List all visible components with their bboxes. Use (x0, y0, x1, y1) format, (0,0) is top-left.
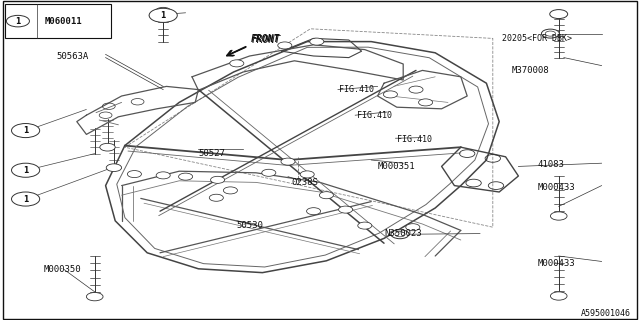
Circle shape (310, 38, 324, 45)
Circle shape (550, 292, 567, 300)
Circle shape (419, 99, 433, 106)
Circle shape (300, 171, 314, 178)
Circle shape (262, 169, 276, 176)
Circle shape (211, 176, 225, 183)
Circle shape (12, 124, 40, 138)
Text: FIG.410: FIG.410 (357, 111, 392, 120)
Circle shape (230, 60, 244, 67)
Text: N350023: N350023 (384, 229, 422, 238)
Text: FIG.410: FIG.410 (397, 135, 432, 144)
Circle shape (281, 158, 295, 165)
Circle shape (383, 91, 397, 98)
Text: FRONT: FRONT (251, 34, 280, 44)
Text: 50530: 50530 (237, 221, 264, 230)
Circle shape (12, 163, 40, 177)
Text: 1: 1 (15, 17, 20, 26)
Circle shape (390, 230, 404, 237)
Circle shape (156, 172, 170, 179)
Text: M000350: M000350 (44, 265, 81, 274)
Text: A595001046: A595001046 (580, 309, 630, 318)
Circle shape (100, 143, 115, 151)
Circle shape (409, 86, 423, 93)
Circle shape (223, 187, 237, 194)
Circle shape (319, 192, 333, 199)
Circle shape (550, 212, 567, 220)
Text: 1: 1 (23, 166, 28, 175)
Circle shape (541, 29, 559, 38)
Text: 50563A: 50563A (56, 52, 88, 60)
Circle shape (278, 42, 292, 49)
Text: 41083: 41083 (538, 160, 564, 169)
Circle shape (307, 208, 321, 215)
Text: FIG.410: FIG.410 (339, 85, 374, 94)
Circle shape (209, 194, 223, 201)
Text: 1: 1 (23, 195, 28, 204)
Circle shape (550, 10, 568, 19)
Text: 1: 1 (161, 11, 166, 20)
Circle shape (106, 164, 122, 172)
Text: M370008: M370008 (512, 66, 550, 75)
Circle shape (12, 192, 40, 206)
Text: M000433: M000433 (538, 259, 575, 268)
Text: M000351: M000351 (378, 162, 415, 171)
Circle shape (406, 224, 420, 231)
Text: 0238S: 0238S (291, 178, 318, 187)
Text: 1: 1 (23, 126, 28, 135)
Circle shape (149, 8, 177, 22)
Text: M060011: M060011 (45, 17, 83, 26)
Text: FRONT: FRONT (252, 35, 281, 45)
Circle shape (6, 15, 29, 27)
Circle shape (86, 292, 103, 301)
Text: M000433: M000433 (538, 183, 575, 192)
Circle shape (179, 173, 193, 180)
Text: 20205<FOR DBK>: 20205<FOR DBK> (502, 34, 572, 43)
Bar (5, 4, 111, 38)
Circle shape (391, 230, 409, 239)
Circle shape (358, 222, 372, 229)
Circle shape (127, 171, 141, 178)
Circle shape (156, 7, 171, 15)
Circle shape (339, 206, 353, 213)
Text: 50527: 50527 (198, 149, 225, 158)
